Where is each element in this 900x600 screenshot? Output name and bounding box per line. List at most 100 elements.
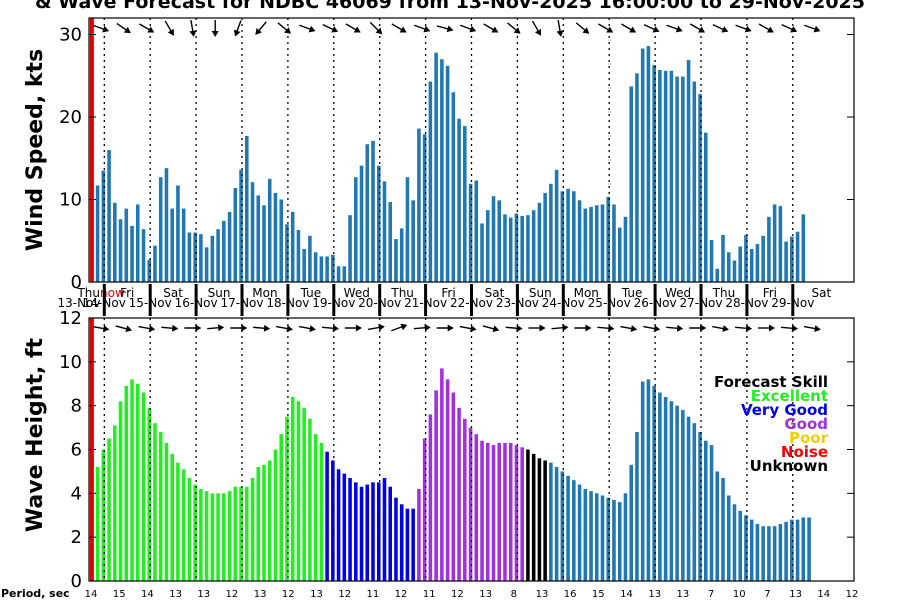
day-labels: 13-NovThunowFri14-NovSat15-NovSun16-NovM… <box>57 284 832 316</box>
wave-bar <box>755 524 760 581</box>
now-marker-label: now <box>100 286 125 300</box>
wave-direction-arrow <box>689 324 707 332</box>
day-separator <box>607 284 611 316</box>
day-separator <box>791 284 795 316</box>
wind-bar <box>589 206 593 282</box>
day-separator <box>332 284 336 316</box>
legend-item: Good <box>784 415 828 433</box>
wind-bar <box>635 73 639 282</box>
wave-direction-arrow <box>643 325 661 332</box>
wind-bar <box>199 234 203 282</box>
wave-bar <box>623 493 628 581</box>
wave-bar <box>239 486 243 581</box>
wind-direction-arrow <box>391 23 407 33</box>
wind-bar <box>382 181 387 282</box>
wave-y-tick-label: 12 <box>59 308 82 329</box>
day-separator <box>424 284 428 316</box>
wind-bar <box>709 239 714 282</box>
wind-direction-arrow <box>483 23 499 33</box>
wave-bar <box>457 407 461 581</box>
wave-bar <box>807 517 811 581</box>
wind-bar <box>371 140 375 282</box>
period-value: 13 <box>197 589 210 600</box>
wave-bar <box>153 423 157 581</box>
wave-direction-arrow <box>138 325 156 332</box>
wave-bar <box>738 510 742 581</box>
wind-bar <box>239 169 243 282</box>
wind-direction-arrow <box>531 20 542 36</box>
wind-direction-arrow <box>621 23 637 33</box>
period-value: 14 <box>85 589 98 600</box>
wave-bar <box>262 464 266 581</box>
wave-bar <box>520 447 524 581</box>
wave-bar <box>193 484 197 581</box>
wind-bar <box>422 134 427 282</box>
wind-bar <box>795 231 800 282</box>
wind-direction-arrow <box>255 21 267 35</box>
wind-bar <box>692 81 697 282</box>
wave-direction-arrow <box>528 324 546 332</box>
wave-bar <box>296 401 301 581</box>
wave-bar <box>669 401 674 581</box>
wind-bar <box>135 204 140 282</box>
wind-direction-arrow <box>436 25 454 33</box>
wind-bar <box>784 241 788 282</box>
period-value: 7 <box>764 589 770 600</box>
wave-bar <box>640 381 645 581</box>
wave-direction-arrow <box>803 325 821 332</box>
wave-bar <box>95 467 100 581</box>
wave-bar <box>784 521 788 581</box>
wave-direction-arrow <box>482 325 500 333</box>
chart-title: & Wave Forecast for NDBC 46069 from 13-N… <box>35 0 865 13</box>
day-name-label: Tue <box>621 286 643 300</box>
wind-bar <box>250 182 255 282</box>
wind-bar <box>101 170 106 283</box>
wind-direction-arrow <box>758 23 774 33</box>
wave-bar <box>267 460 272 581</box>
wind-bar <box>405 177 410 282</box>
period-value: 11 <box>423 589 436 600</box>
wave-bar <box>698 431 702 581</box>
period-value: 12 <box>282 589 295 600</box>
wind-direction-arrow <box>575 22 590 34</box>
day-name-label: Mon <box>574 286 599 300</box>
wave-bar <box>692 423 697 581</box>
wind-direction-arrow <box>139 23 155 33</box>
wind-bar <box>233 187 238 282</box>
day-name-label: Fri <box>441 286 455 300</box>
wind-bar <box>681 76 685 282</box>
wind-bar <box>107 150 111 282</box>
wave-bar <box>635 431 639 581</box>
wind-bar <box>801 214 806 282</box>
wave-bar <box>399 504 404 581</box>
wave-bar <box>434 390 438 581</box>
wind-bar <box>629 86 633 282</box>
wave-bar <box>761 526 765 581</box>
wave-direction-arrow <box>758 324 775 332</box>
wind-bar <box>141 229 146 282</box>
wave-bar <box>566 475 570 581</box>
wave-bar <box>531 453 536 581</box>
wind-bar <box>267 178 272 283</box>
wave-bar <box>365 484 370 581</box>
wind-bar <box>704 132 708 282</box>
wind-bar <box>749 249 754 282</box>
wind-bar <box>302 249 306 282</box>
wind-bar <box>153 245 157 282</box>
wave-bar <box>273 449 278 581</box>
first-date-label: 13-Nov <box>57 296 100 310</box>
wind-bar <box>600 204 605 282</box>
wind-bar <box>428 81 433 282</box>
legend-item: Excellent <box>751 387 828 405</box>
period-value: 12 <box>226 589 239 600</box>
wind-bar <box>686 60 691 282</box>
wind-bar <box>170 208 174 282</box>
wind-bar <box>285 224 289 282</box>
wind-bar <box>652 65 656 282</box>
wind-direction-arrow <box>712 23 729 33</box>
day-name-label: Thu <box>390 286 414 300</box>
day-separator <box>745 284 749 316</box>
period-value: 13 <box>169 589 182 600</box>
period-value: 8 <box>511 589 517 600</box>
period-value: 13 <box>479 589 492 600</box>
